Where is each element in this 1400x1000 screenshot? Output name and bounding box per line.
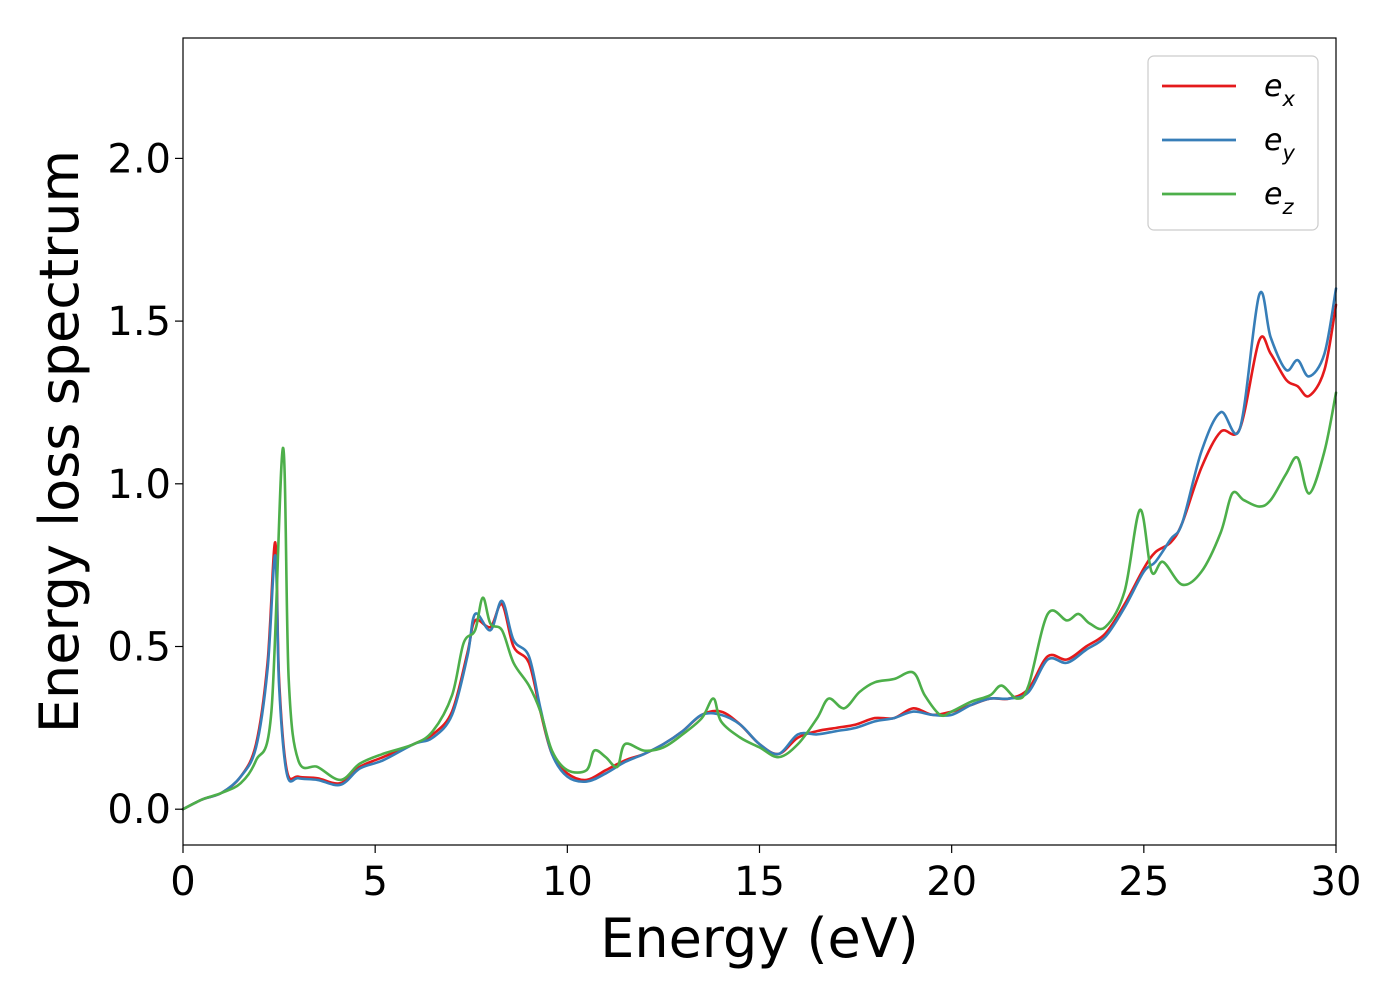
legend-item-y: ey <box>1162 123 1295 165</box>
legend-item-z: ez <box>1162 177 1294 219</box>
x-tick-label: 5 <box>362 859 387 905</box>
legend-item-x: ex <box>1162 69 1295 111</box>
y-tick-label: 2.0 <box>107 136 171 182</box>
y-tick-label: 0.5 <box>107 625 171 671</box>
legend-label: ez <box>1264 177 1294 219</box>
x-axis-label: Energy (eV) <box>600 907 919 970</box>
legend-label: ex <box>1264 69 1295 111</box>
x-tick-label: 0 <box>170 859 195 905</box>
x-axis-ticks: 0 5 10 15 20 25 30 <box>170 845 1361 905</box>
x-tick-label: 30 <box>1311 859 1362 905</box>
legend-box <box>1147 55 1319 231</box>
x-tick-label: 20 <box>926 859 977 905</box>
x-tick-label: 15 <box>734 859 785 905</box>
y-axis-label: Energy loss spectrum <box>28 150 91 733</box>
legend: ex ey ez <box>1147 55 1319 231</box>
y-tick-label: 0.0 <box>107 787 171 833</box>
legend-label: ey <box>1264 123 1295 165</box>
y-tick-label: 1.5 <box>107 299 171 345</box>
series-layer <box>181 287 1338 811</box>
y-axis-ticks: 0.0 0.5 1.0 1.5 2.0 <box>107 136 183 833</box>
x-tick-label: 25 <box>1118 859 1169 905</box>
series-line-y <box>181 287 1338 811</box>
series-line-z <box>181 391 1338 811</box>
x-tick-label: 10 <box>542 859 593 905</box>
y-tick-label: 1.0 <box>107 462 171 508</box>
